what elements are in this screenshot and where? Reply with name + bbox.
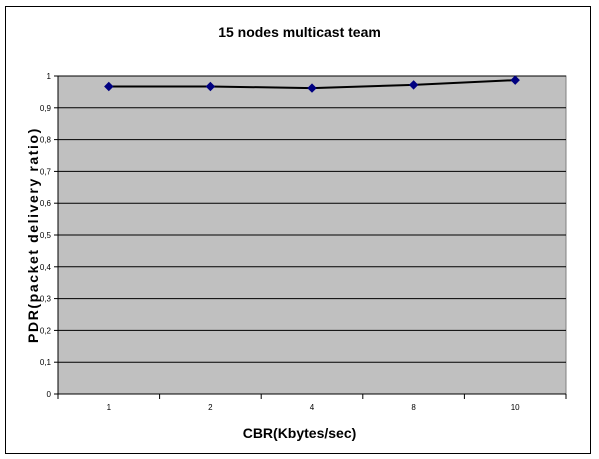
series-layer	[104, 75, 520, 93]
x-tick-label: 8	[411, 403, 416, 412]
axes	[54, 75, 567, 399]
y-tick-label: 0,9	[40, 104, 52, 113]
y-tick-label: 0,3	[40, 295, 52, 304]
x-tick-label: 4	[310, 403, 315, 412]
y-tick-label: 0,8	[40, 136, 52, 145]
y-tick-label: 0,2	[40, 326, 52, 335]
x-tick-label: 1	[107, 403, 112, 412]
data-point	[205, 81, 216, 92]
data-point	[510, 75, 520, 85]
y-tick-label: 0	[47, 390, 52, 399]
data-point	[307, 83, 317, 93]
y-tick-label: 0,1	[40, 358, 52, 367]
x-tick-label: 10	[511, 403, 520, 412]
gridlines	[58, 75, 566, 363]
y-tick-label: 0,5	[40, 231, 52, 240]
y-tick-labels: 0 0,1 0,2 0,3 0,4 0,5 0,6 0,7 0,8 0,9 1	[40, 72, 52, 399]
x-tick-labels: 1 2 4 8 10	[107, 403, 521, 412]
y-tick-label: 1	[47, 72, 52, 81]
y-tick-label: 0,7	[40, 167, 52, 176]
y-tick-label: 0,6	[40, 199, 52, 208]
data-point	[408, 80, 419, 90]
chart-title: 15 nodes multicast team	[218, 24, 381, 40]
x-axis-label: CBR(Kbytes/sec)	[242, 425, 357, 441]
x-tick-label: 2	[208, 403, 213, 412]
data-point	[104, 81, 114, 92]
y-tick-label: 0,4	[40, 263, 52, 272]
